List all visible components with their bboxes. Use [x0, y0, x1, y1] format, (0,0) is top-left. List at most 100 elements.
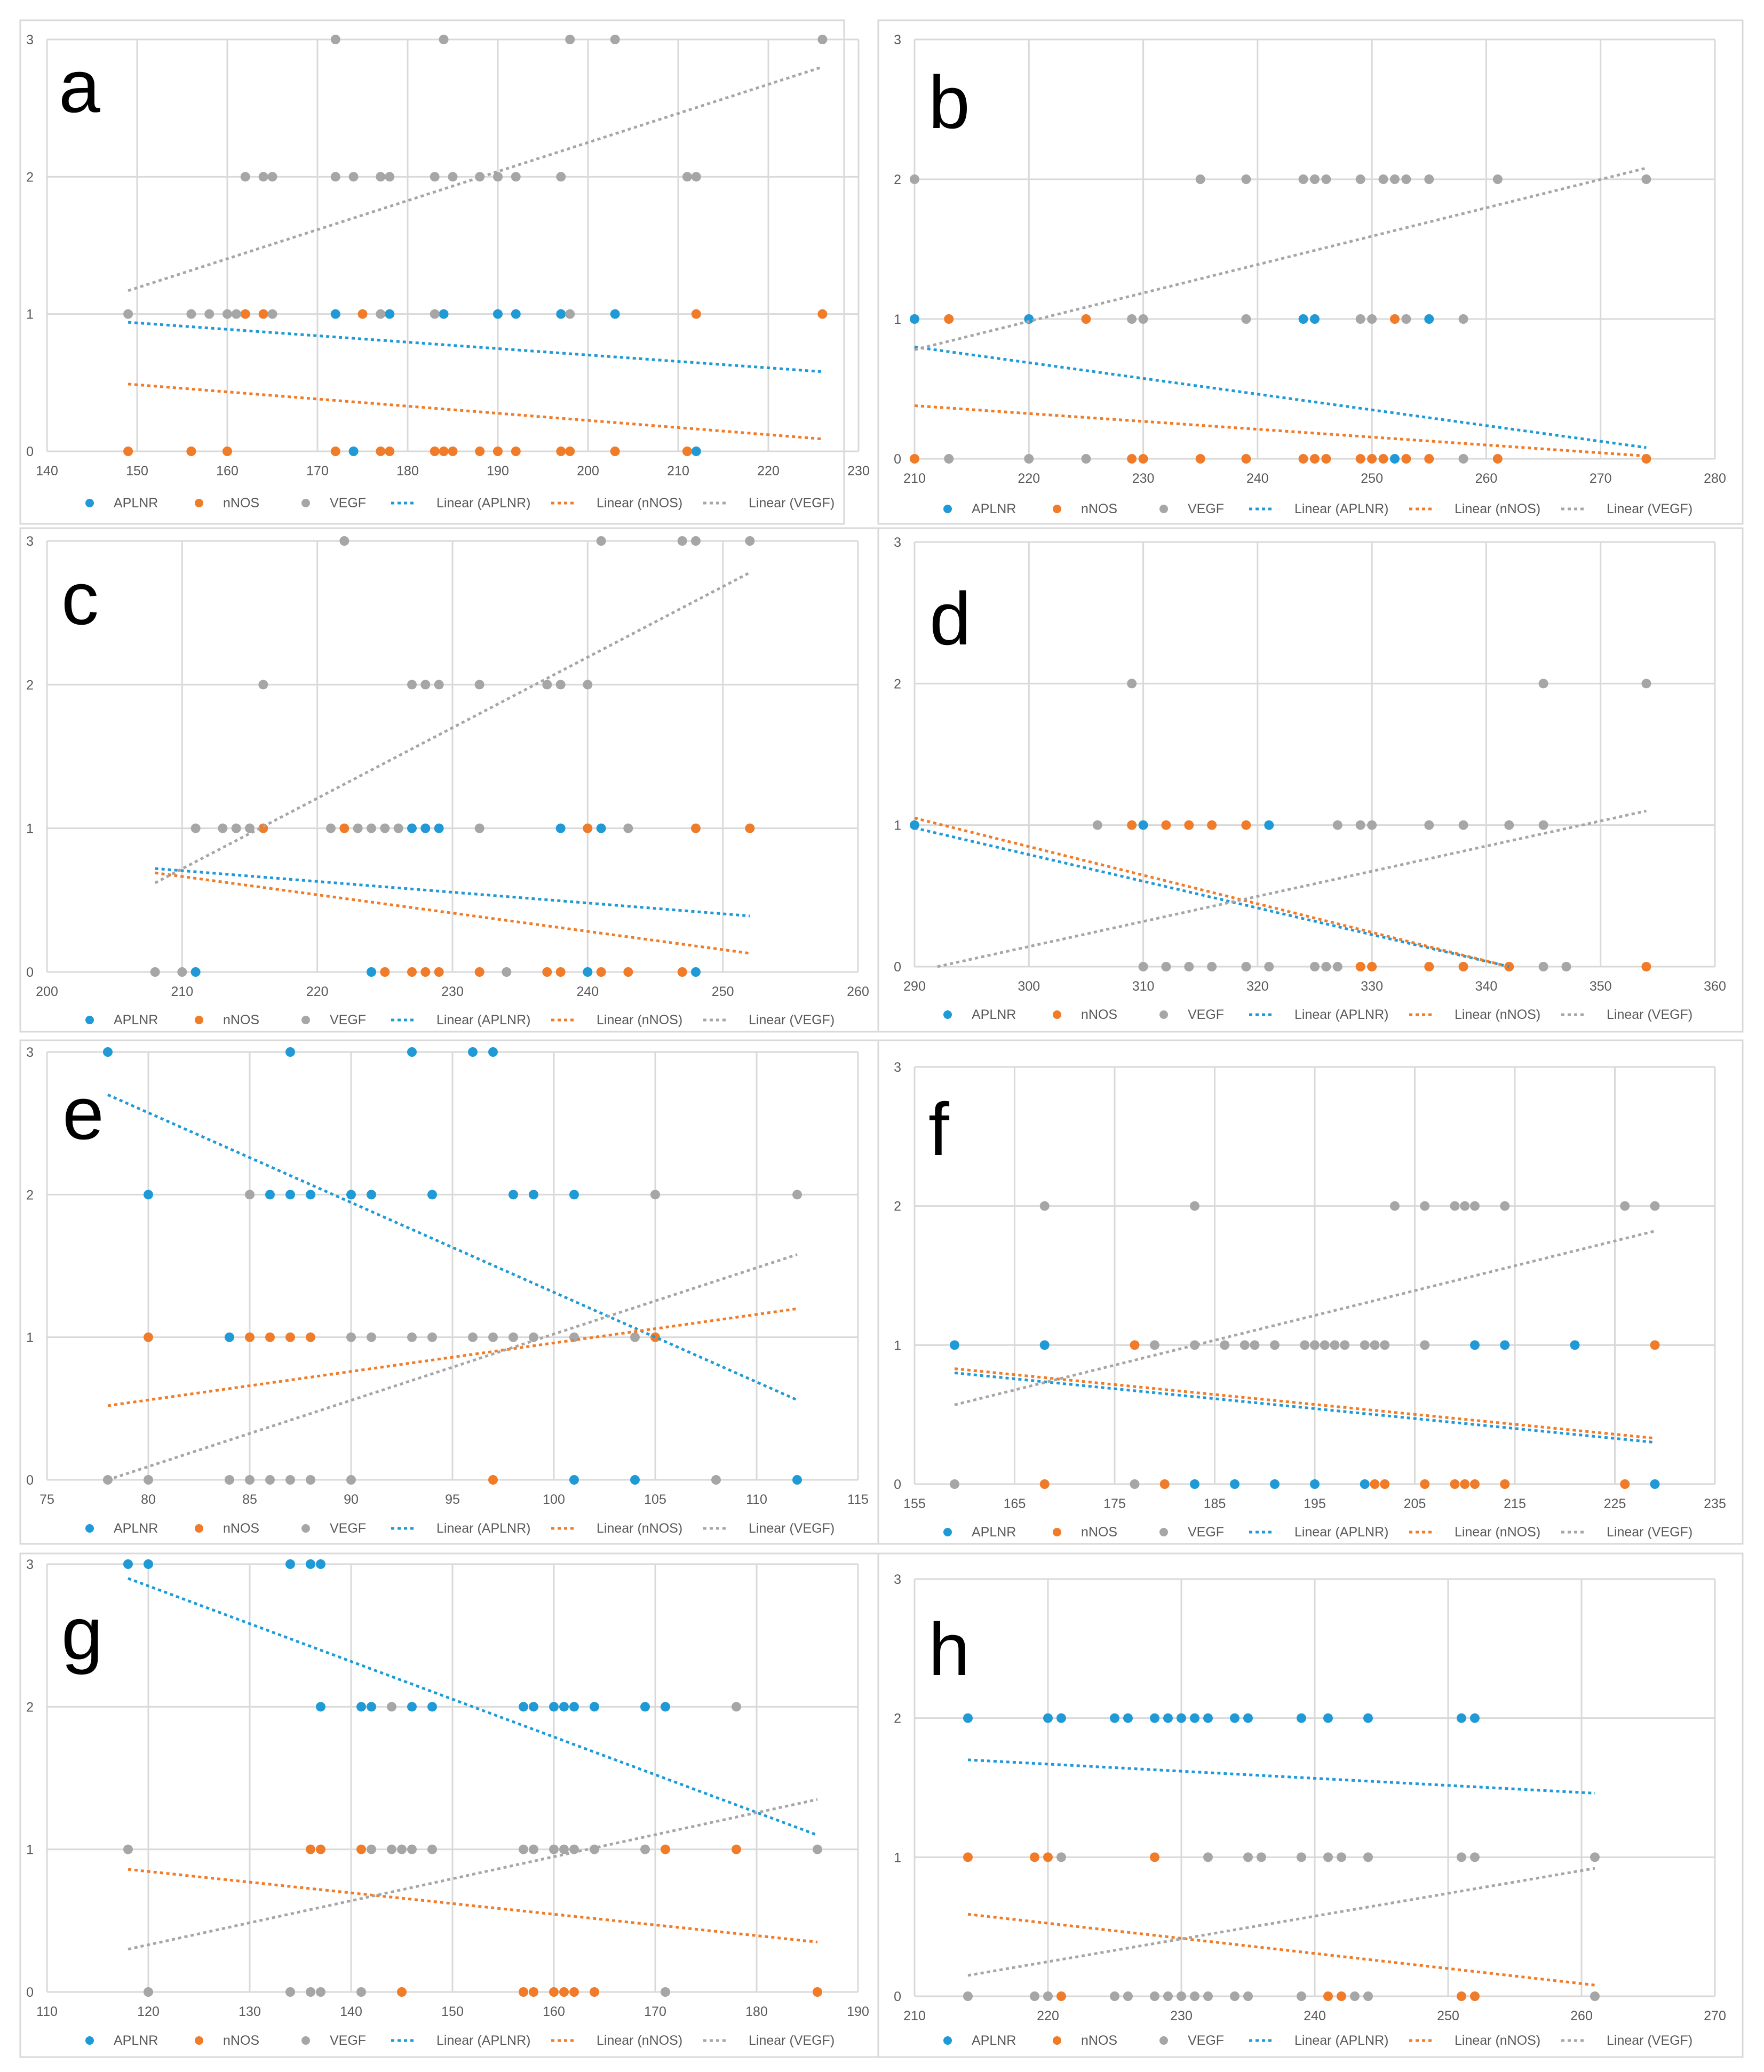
x-tick-label: 270 — [1590, 471, 1612, 486]
data-point-VEGF — [1332, 820, 1342, 830]
data-point-VEGF — [1321, 174, 1331, 184]
y-tick-label: 0 — [26, 965, 34, 980]
data-point-nNOS — [357, 309, 368, 319]
data-point-VEGF — [508, 1332, 518, 1342]
x-tick-label: 200 — [36, 984, 58, 999]
data-point-VEGF — [123, 1844, 133, 1854]
legend-label: APLNR — [114, 496, 158, 511]
data-point-VEGF — [346, 1475, 356, 1485]
data-point-nNOS — [1241, 454, 1251, 464]
data-point-APLNR — [306, 1559, 315, 1569]
legend-label: Linear (VEGF) — [749, 1521, 835, 1536]
data-point-VEGF — [1390, 1201, 1400, 1211]
data-point-nNOS — [245, 1332, 255, 1342]
trendline-VEGF — [154, 571, 751, 884]
data-point-VEGF — [1340, 1340, 1350, 1350]
data-point-VEGF — [813, 1844, 822, 1854]
data-point-APLNR — [1056, 1713, 1066, 1723]
y-tick-label: 2 — [26, 678, 34, 692]
data-point-APLNR — [1310, 1479, 1320, 1489]
data-point-VEGF — [1355, 174, 1365, 184]
data-point-APLNR — [1190, 1713, 1199, 1723]
data-point-nNOS — [963, 1852, 973, 1862]
data-point-nNOS — [380, 967, 390, 977]
data-point-nNOS — [434, 967, 444, 977]
data-point-APLNR — [1039, 1340, 1050, 1350]
x-tick-label: 120 — [137, 2004, 160, 2019]
panel-frame — [877, 527, 1744, 1033]
data-point-VEGF — [1310, 1340, 1320, 1350]
data-point-APLNR — [569, 1190, 579, 1200]
legend-label: Linear (nNOS) — [1455, 1007, 1540, 1022]
data-point-nNOS — [944, 314, 954, 324]
data-point-nNOS — [339, 823, 349, 833]
data-point-VEGF — [346, 1332, 356, 1342]
data-point-nNOS — [1130, 1340, 1140, 1350]
data-point-nNOS — [583, 823, 593, 833]
panel-f: 155 165 175 185 195 205 215 225 235 0 1 2 3 f APLNR nNO… — [877, 1039, 1744, 1545]
data-point-APLNR — [1470, 1713, 1480, 1723]
x-tick-label: 150 — [441, 2004, 464, 2019]
series-VEGF — [123, 35, 828, 319]
y-tick-label: 0 — [26, 444, 34, 459]
legend-label: Linear (nNOS) — [597, 1521, 682, 1536]
data-point-nNOS — [1043, 1852, 1053, 1862]
legend-label: Linear (APLNR) — [436, 1013, 530, 1027]
data-point-nNOS — [1380, 1479, 1390, 1489]
legend-marker — [943, 505, 952, 513]
data-point-VEGF — [1561, 962, 1571, 971]
data-point-nNOS — [420, 967, 431, 977]
legend-label: APLNR — [114, 1013, 158, 1027]
x-tick-label: 85 — [242, 1492, 257, 1507]
legend-marker — [943, 1010, 952, 1019]
data-point-VEGF — [397, 1844, 407, 1854]
y-tick-label: 2 — [894, 1711, 901, 1726]
data-point-VEGF — [1420, 1201, 1430, 1211]
legend-marker — [195, 1016, 203, 1024]
data-point-VEGF — [549, 1844, 559, 1854]
legend-label: nNOS — [223, 2033, 259, 2048]
data-point-nNOS — [1355, 962, 1365, 971]
data-point-VEGF — [590, 1844, 599, 1854]
legend-label: Linear (APLNR) — [1294, 2033, 1388, 2048]
data-point-VEGF — [792, 1190, 802, 1200]
data-point-VEGF — [387, 1844, 396, 1854]
legend: APLNR nNOS VEGF Linear (APLNR) Linear (nNOS)… — [943, 1525, 1693, 1540]
data-point-VEGF — [348, 172, 359, 182]
legend-label: Linear (nNOS) — [1455, 1525, 1540, 1540]
data-point-VEGF — [1500, 1201, 1510, 1211]
y-tick-label: 1 — [894, 312, 901, 327]
series-APLNR — [190, 823, 701, 977]
legend-marker — [85, 1016, 94, 1024]
data-point-VEGF — [1241, 174, 1251, 184]
legend-marker — [195, 2036, 203, 2045]
panel-d: 290 300 310 320 330 340 350 360 0 1 2 3 d APLNR nNOS VE… — [877, 527, 1744, 1033]
legend-label: Linear (APLNR) — [1294, 1525, 1388, 1540]
data-point-nNOS — [529, 1987, 538, 1997]
data-point-APLNR — [610, 309, 620, 319]
x-tick-label: 190 — [487, 464, 509, 479]
data-point-VEGF — [367, 1332, 376, 1342]
data-point-APLNR — [508, 1190, 518, 1200]
panel-letter: e — [62, 1071, 104, 1155]
data-point-APLNR — [407, 1702, 417, 1712]
data-point-VEGF — [1641, 174, 1651, 184]
data-point-nNOS — [1161, 820, 1171, 830]
data-point-VEGF — [677, 536, 687, 546]
data-point-VEGF — [439, 35, 449, 44]
data-point-VEGF — [1241, 962, 1251, 971]
data-point-APLNR — [123, 1559, 133, 1569]
x-tick-label: 270 — [1704, 2009, 1726, 2023]
data-point-VEGF — [640, 1844, 650, 1854]
x-tick-label: 320 — [1246, 979, 1269, 994]
data-point-APLNR — [691, 447, 701, 456]
data-point-VEGF — [1190, 1991, 1199, 2001]
x-tick-label: 250 — [712, 984, 734, 999]
data-point-APLNR — [285, 1190, 295, 1200]
trendline-nNOS — [128, 382, 823, 441]
data-point-nNOS — [682, 447, 692, 456]
series-nNOS — [963, 1852, 1480, 2001]
data-point-VEGF — [1297, 1852, 1306, 1862]
data-point-nNOS — [559, 1987, 569, 1997]
data-point-nNOS — [1460, 1479, 1470, 1489]
